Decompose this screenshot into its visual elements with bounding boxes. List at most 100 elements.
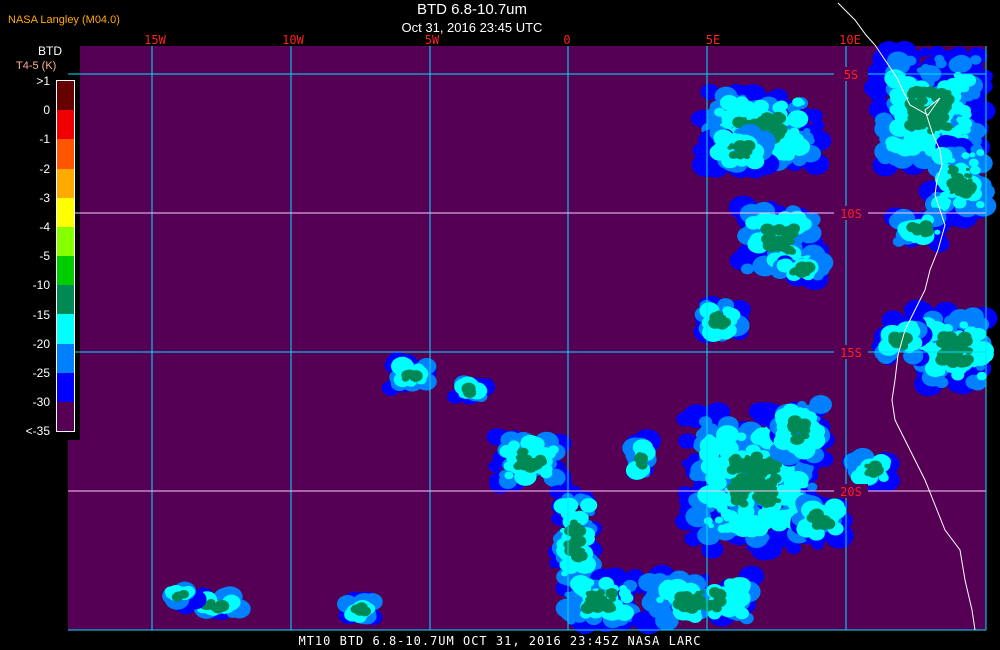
colorbar-label: -5 (39, 249, 50, 264)
cloud-cell (356, 608, 363, 614)
cloud-cell (700, 589, 706, 594)
cloud-cell (754, 463, 767, 474)
cloud-cell (896, 56, 904, 63)
colorbar-band (57, 343, 74, 373)
longitude-label: 5E (706, 33, 720, 47)
grid-labels: 15W 10W 5W 0 5E 10E 5S 10S 15S 20S (144, 33, 868, 499)
cloud-cell (745, 516, 762, 531)
cloud-cell (918, 86, 930, 96)
cloud-cell (580, 602, 595, 614)
cloud-cell (514, 460, 525, 470)
cloud-cell (656, 596, 664, 604)
cloud-cell (913, 103, 920, 109)
cloud-cell (911, 226, 923, 236)
cloud-cell (569, 526, 583, 538)
colorbar-band (57, 401, 74, 432)
cloud-cell (210, 605, 219, 612)
cloud-cell (616, 572, 625, 580)
cloud-cell (733, 140, 748, 152)
cloud-cell (685, 597, 691, 603)
cloud-cell (580, 498, 598, 513)
cloud-cell (737, 100, 756, 116)
cloud-cell (941, 106, 950, 115)
cloud-cell (526, 436, 545, 452)
cloud-cell (698, 416, 713, 428)
colorbar-band (57, 197, 74, 227)
colorbar-label: -1 (39, 132, 50, 147)
colorbar-band (57, 314, 74, 344)
cloud-cell (747, 481, 756, 488)
cloud-cell (786, 228, 799, 239)
cloud-cell (503, 460, 517, 472)
cloud-cell (915, 230, 921, 235)
cloud-cell (728, 455, 738, 464)
cloud-cell (736, 432, 747, 441)
cloud-cell (931, 101, 945, 112)
cloud-cell (976, 149, 985, 156)
cloud-cell (948, 56, 968, 73)
cloud-cell (789, 271, 795, 276)
latitude-label: 5S (844, 68, 858, 82)
cloud-cell (569, 575, 592, 593)
cloud-cell (762, 482, 769, 488)
cloud-cell (740, 263, 754, 275)
latitude-label: 20S (840, 485, 862, 499)
cloud-cell (704, 90, 716, 101)
cloud-cell (750, 118, 758, 125)
cloud-cell (757, 122, 762, 126)
cloud-cell (742, 479, 749, 484)
cloud-cell (906, 89, 918, 99)
cloud-cell (701, 526, 710, 533)
image-title: BTD 6.8-10.7um (416, 1, 528, 18)
colorbar-label: -10 (32, 278, 50, 293)
cloud-cell (976, 201, 985, 209)
cloud-cell (936, 368, 946, 376)
cloud-cell (954, 181, 961, 188)
cloud-cell (778, 241, 784, 245)
cloud-cell (732, 501, 738, 506)
cloud-cell (713, 605, 720, 611)
cloud-cell (717, 136, 733, 149)
cloud-cell (732, 489, 741, 496)
cloud-cell (880, 148, 894, 160)
cloud-cell (870, 81, 889, 97)
cloud-cell (916, 67, 924, 74)
cloud-cell (755, 478, 761, 483)
colorbar-band (57, 285, 74, 315)
cloud-cell (764, 497, 776, 508)
cloud-cell (808, 510, 819, 519)
colorbar-band (57, 372, 74, 402)
cloud-cell (733, 496, 738, 500)
cloud-cell (886, 76, 900, 88)
cloud-cell (704, 434, 715, 443)
colorbar-band (57, 256, 74, 286)
colorbar-band (57, 139, 74, 169)
cloud-cell (789, 127, 800, 136)
cloud-cell (745, 216, 762, 230)
cloud-cell (736, 119, 744, 125)
colorbar-label: -3 (39, 190, 50, 205)
cloud-cell (868, 104, 883, 117)
colorbar-label: -4 (39, 220, 50, 234)
cloud-cell (591, 595, 601, 603)
cloud-cell (674, 591, 689, 603)
cloud-cell (809, 395, 832, 414)
cloud-cell (821, 520, 831, 528)
cloud-cell (676, 411, 695, 427)
cloud-cell (961, 354, 971, 363)
cloud-cell (965, 167, 970, 171)
cloud-cell (961, 152, 970, 159)
cloud-cell (760, 112, 774, 124)
cloud-cell (935, 59, 947, 69)
colorbar-label: -2 (39, 161, 50, 176)
cloud-cell (768, 240, 773, 245)
cloud-cell (783, 217, 792, 225)
cloud-cell (900, 343, 907, 349)
cloud-cell (948, 157, 956, 164)
cloud-cell (757, 261, 765, 268)
cloud-cell (609, 596, 617, 603)
cloud-cell (953, 172, 964, 181)
cloud-cell (916, 96, 928, 106)
cloud-cell (684, 605, 690, 611)
cloud-cell (692, 600, 705, 610)
